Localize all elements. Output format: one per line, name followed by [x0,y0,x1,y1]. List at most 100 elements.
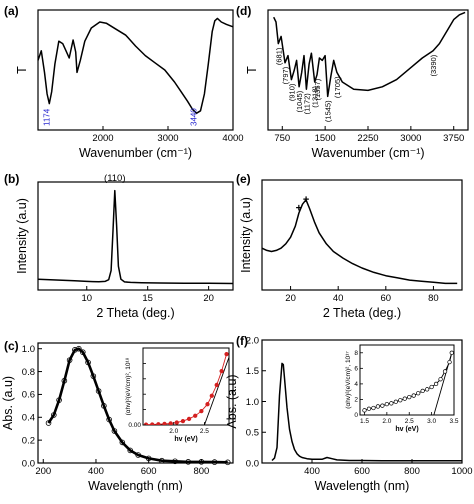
y-tick-label-c: 0.6 [22,390,35,401]
inset-data-point-c [180,419,186,424]
inset-data-point-c [174,420,179,425]
y-axis-label-c: Abs. (a.u) [1,376,15,430]
x-tick-label-c: 200 [35,466,51,477]
inset-data-point-f [438,377,443,382]
inset-y-tick-label-f: 0 [354,412,358,419]
y-axis-label-b: Intensity (a.u) [15,198,29,274]
y-tick-label-c: 0.8 [22,367,35,378]
series-line-e [261,199,458,285]
x-axis-label-b: 2 Theta (deg.) [96,306,174,320]
x-tick-label-c: 600 [141,466,157,477]
inset-x-axis-label-f: hv (eV) [395,426,418,433]
data-point-c [51,412,57,418]
inset-data-point-f [407,394,412,400]
inset-x-tick-label-c: 2.0 [169,428,178,435]
x-axis-label-a: Wavenumber (cm⁻¹) [79,146,192,160]
x-axis-label-e: 2 Theta (deg.) [323,306,401,320]
data-point-c [95,388,102,394]
data-point-c [127,447,134,454]
inset-y-tick-label-f: 2 [354,397,358,404]
data-point-c [106,416,112,423]
x-axis-label-d: Wavenumber (cm⁻¹) [311,146,424,160]
series-line-d [273,11,466,98]
data-point-c [61,377,68,384]
series-line-b [37,189,234,285]
peak-label-d: (1172) [302,93,311,115]
data-point-c [85,359,91,366]
inset-data-point-f [429,384,434,390]
inset-frame-c [142,347,230,426]
inset-data-point-c [186,416,192,421]
panel-c: 200 400 600 800 0.0 0.2 0.4 0.6 0.8 1.0 Wavelength… [1,339,234,493]
inset-data-point-f [362,408,367,413]
data-point-c [159,457,165,464]
peak-marker-e: + [296,203,302,215]
peak-label-a: 1174 [42,108,51,126]
inset-data-point-f [402,396,407,401]
data-point-c [172,458,178,465]
data-point-c [90,373,97,379]
inset-data-point-f [411,393,416,398]
inset-data-point-c [193,413,198,418]
panel-b: 10 15 20 2 Theta (deg.) Intensity (a.u) (b) (1… [4,172,234,320]
x-tick-label-d: 1500 [315,133,336,144]
peak-label-d: (1705) [333,76,342,98]
inset-plot-f [362,350,454,415]
panel-label-c: (c) [4,339,19,353]
y-tick-label-c: 0.4 [22,413,35,424]
inset-data-point-f [398,398,403,403]
x-tick-label-b: 15 [142,293,153,304]
inset-data-point-c [214,382,219,388]
plot-frame-c [37,342,234,464]
data-point-c [185,459,192,465]
data-point-c [66,357,73,363]
peak-label-d: (797) [281,66,290,84]
x-tick-label-f: 800 [404,466,420,477]
x-tick-label-b: 20 [203,293,214,304]
x-tick-label-e: 40 [333,293,344,304]
inset-data-point-f [420,388,425,394]
panel-label-f: (f) [236,334,248,348]
inset-frame-f [359,344,455,416]
data-point-c [111,428,118,434]
peak-label-d: (1045) [295,90,304,112]
x-tick-label-a: 2000 [92,133,113,144]
inset-y-axis-label-c: (αhv)²(eV/cm)², 10¹⁸ [125,357,132,415]
inset-x-tick-label-f: 3.5 [449,418,458,425]
data-point-c [45,420,52,426]
x-tick-label-d: 3750 [443,133,464,144]
panel-f: 400 600 800 1000 0.0 0.5 1.0 1.5 2.0 Wavelength (… [225,334,473,493]
inset-data-point-f [375,404,381,409]
y-tick-label-f: 0.0 [246,458,259,469]
y-tick-label-c: 0.2 [22,435,35,446]
inset-y-tick-label-f: 4 [354,381,358,388]
y-tick-label-f: 2.0 [246,335,259,346]
inset-x-tick-label-f: 2.5 [405,418,414,425]
data-point-c [198,459,205,465]
inset-data-point-f [447,359,452,365]
inset-data-point-c [209,393,214,398]
peak-label-d: (3390) [429,54,438,76]
panel-e: 20 40 60 80 2 Theta (deg.) Intensity (a.u) (e)… [236,172,463,320]
data-point-c [56,397,62,403]
y-tick-label-c: 1.0 [22,344,35,355]
inset-data-point-f [433,381,439,387]
y-axis-label-e: Intensity (a.u) [239,197,253,273]
x-tick-label-b: 10 [81,293,92,304]
inset-fit-line-c [204,357,229,425]
y-axis-label-d: T [245,66,259,74]
series-line-f [271,362,462,462]
x-tick-label-e: 60 [381,293,392,304]
inset-data-point-f [449,350,454,355]
inset-y-axis-label-f: (αhv)²(eV/cm)², 10¹⁷ [345,351,352,409]
y-tick-label-f: 0.5 [246,428,259,439]
panel-label-b: (b) [4,172,19,186]
inset-data-point-c [162,421,167,425]
x-tick-label-c: 400 [88,466,104,477]
x-tick-label-a: 4000 [222,133,243,144]
x-tick-label-d: 750 [274,133,290,144]
inset-x-tick-label-f: 1.5 [360,418,369,425]
data-point-c [72,347,78,353]
inset-data-point-c [168,421,173,425]
